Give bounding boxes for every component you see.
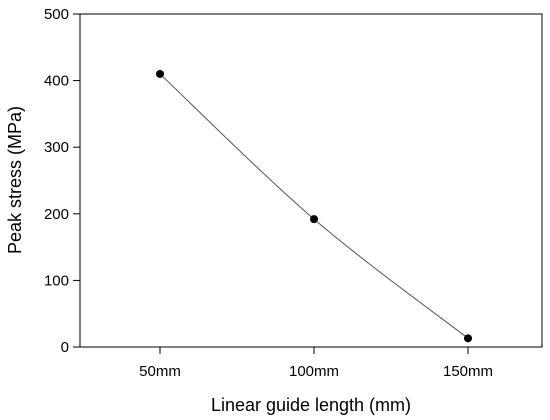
y-tick-label: 500 xyxy=(44,6,69,23)
x-tick-label: 50mm xyxy=(139,363,181,380)
plot-frame xyxy=(79,13,543,348)
data-points xyxy=(156,69,472,343)
x-axis-label: Linear guide length (mm) xyxy=(211,395,411,415)
y-axis-ticks: 0 100 200 300 400 500 xyxy=(44,6,80,356)
y-tick-label: 400 xyxy=(44,73,69,90)
data-point-150mm xyxy=(464,334,472,343)
series-line xyxy=(159,73,469,339)
y-tick-label: 300 xyxy=(44,139,69,156)
y-tick-label: 100 xyxy=(44,272,69,289)
x-tick-label: 100mm xyxy=(289,363,339,380)
data-point-100mm xyxy=(310,215,318,224)
x-tick-label: 150mm xyxy=(443,363,493,380)
y-tick-label: 200 xyxy=(44,206,69,223)
x-axis-ticks: 50mm 100mm 150mm xyxy=(139,347,493,380)
y-axis-label: Peak stress (MPa) xyxy=(5,106,25,254)
data-point-50mm xyxy=(156,69,164,78)
y-tick-label: 0 xyxy=(61,339,69,356)
